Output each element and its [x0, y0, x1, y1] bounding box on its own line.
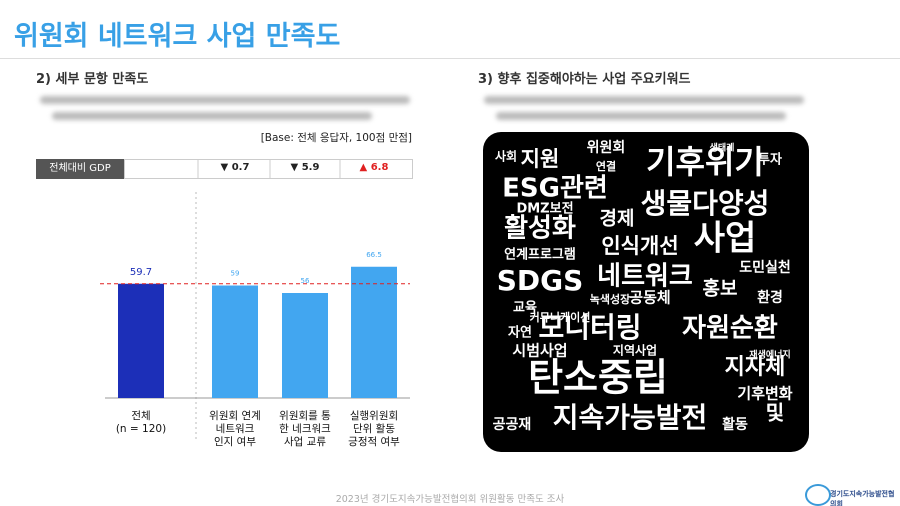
value-label: 59 — [231, 270, 240, 278]
bar — [212, 285, 258, 398]
keyword: 활동 — [722, 416, 748, 433]
keyword: 교육 — [513, 300, 537, 316]
keyword: 사회 — [495, 149, 517, 164]
gap-row — [124, 159, 413, 179]
x-tick-label: 위원회 연계 네트워크 인지 여부 — [209, 410, 261, 448]
bar — [351, 266, 397, 398]
keyword: 지역사업 — [613, 343, 657, 358]
keyword: 사업 — [694, 219, 757, 259]
x-tick-label: 위원회를 통 한 네크워크 사업 교류 — [279, 410, 331, 448]
keyword: DMZ보전 — [516, 201, 573, 217]
keyword: 기후위기 — [646, 143, 764, 181]
keyword: 도민실천 — [739, 259, 791, 276]
keyword: 공동체 — [629, 289, 670, 307]
bar — [118, 283, 164, 398]
blurred-text — [496, 112, 786, 120]
keyword: 투자 — [758, 153, 782, 168]
keyword: 위원회 — [587, 140, 626, 156]
keyword: 지원 — [521, 147, 560, 171]
logo-icon — [805, 484, 831, 506]
slide-title: 위원회 네트워크 사업 만족도 — [14, 21, 341, 52]
base-note: [Base: 전체 응답자, 100점 만점] — [260, 132, 412, 144]
value-label: 59.7 — [130, 267, 152, 278]
x-tick-label: 실행위원회 단위 활동 긍정적 여부 — [348, 410, 400, 448]
blurred-text — [484, 96, 804, 104]
keyword: 지속가능발전 — [553, 401, 708, 434]
blurred-text — [52, 112, 372, 120]
gap-cell: ▼ 5.9 — [290, 162, 320, 173]
value-label: 66.5 — [366, 251, 382, 259]
keyword: 생태계 — [710, 142, 735, 154]
x-tick-label: 전체 (n = 120) — [115, 410, 167, 435]
keyword: 홍보 — [703, 277, 738, 300]
keyword: 탄소중립 — [528, 356, 668, 400]
keyword: 커뮤니케이션 — [530, 310, 591, 324]
keyword: 모니터링 — [538, 311, 641, 344]
keyword: 경제 — [600, 208, 635, 230]
keyword: SDGS — [497, 264, 584, 297]
keyword: 환경 — [757, 289, 783, 306]
bar — [282, 293, 328, 398]
keyword: 연계프로그램 — [504, 248, 576, 263]
section-title: 3) 향후 집중해야하는 사업 주요키워드 — [478, 72, 691, 87]
value-label: 56 — [301, 277, 310, 285]
keyword: 녹색성장 — [590, 292, 630, 306]
keyword: 생물다양성 — [641, 187, 770, 220]
footer: 2023년 경기도지속가능발전협의회 위원활동 만족도 조사 — [335, 494, 565, 505]
logo-text: 경기도지속가능발전협의회 — [830, 490, 895, 506]
keyword: 지자체 — [725, 355, 786, 380]
keyword: 연결 — [596, 159, 616, 173]
keyword: 재생에너지 — [749, 349, 790, 361]
keyword: 네트워크 — [597, 262, 693, 292]
keyword: 활성화 — [504, 214, 576, 244]
keyword: 및 — [766, 401, 784, 425]
divider — [0, 58, 900, 59]
keyword: 자원순환 — [682, 314, 778, 344]
word-cloud — [483, 132, 809, 452]
gap-row-label: 전체대비 GDP — [36, 159, 124, 179]
section-title: 2) 세부 문항 만족도 — [36, 72, 149, 87]
keyword: 인식개선 — [601, 234, 678, 258]
blurred-text — [40, 96, 410, 104]
keyword: ESG관련 — [502, 174, 608, 204]
keyword: 기후변화 — [737, 385, 792, 403]
gap-cell: ▼ 0.7 — [220, 162, 250, 173]
keyword: 시범사업 — [512, 342, 567, 360]
keyword: 공공재 — [493, 417, 532, 433]
keyword: 자연 — [508, 326, 532, 341]
gap-cell: ▲ 6.8 — [359, 162, 389, 173]
